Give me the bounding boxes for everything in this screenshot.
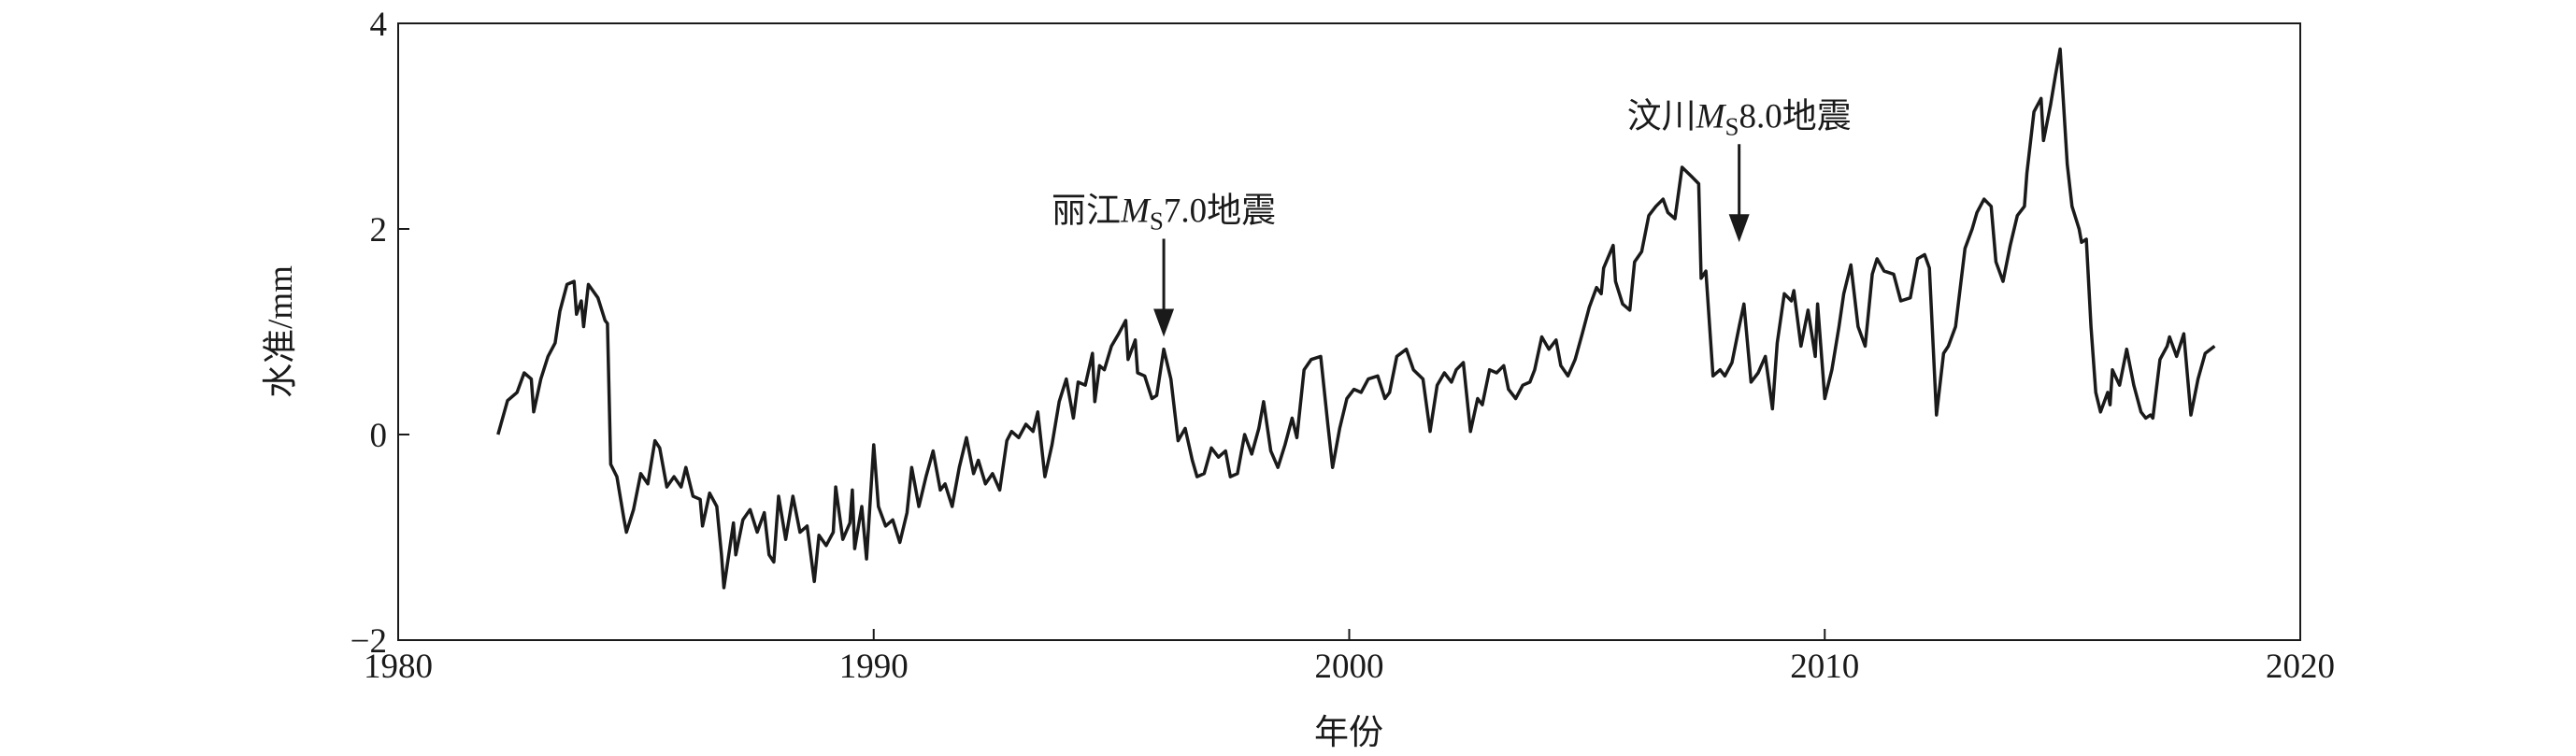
annotation-arrowhead [1153, 308, 1175, 337]
annotation-subscript: S [1150, 207, 1164, 235]
annotation-suffix: 7.0地震 [1164, 193, 1276, 231]
annotation-symbol: M [1696, 97, 1727, 136]
x-tick-label: 1990 [839, 648, 909, 686]
x-tick-label: 2010 [1790, 648, 1859, 686]
x-tick-label: 2000 [1315, 648, 1384, 686]
annotation-label: 汶川MS8.0地震 [1627, 96, 1852, 140]
y-tick-label: 2 [370, 211, 388, 250]
annotation-prefix: 丽江 [1052, 193, 1121, 231]
y-tick-label: 4 [370, 6, 388, 44]
annotation-prefix: 汶川 [1627, 96, 1696, 136]
y-tick-label: 0 [370, 417, 388, 455]
y-axis-label: 水准/mm [262, 265, 300, 398]
annotation-label: 丽江MS7.0地震 [1052, 193, 1276, 235]
y-tick-label: −2 [351, 622, 387, 661]
annotation-subscript: S [1724, 112, 1739, 140]
x-tick-label: 1980 [364, 648, 433, 686]
data-line [496, 47, 2216, 590]
annotation-symbol: M [1120, 193, 1152, 231]
x-tick-label: 2020 [2266, 648, 2335, 686]
plot-frame [397, 22, 2301, 641]
annotation-suffix: 8.0地震 [1739, 97, 1851, 136]
annotation-arrowhead [1728, 214, 1750, 243]
x-axis-label: 年份 [1314, 713, 1383, 752]
